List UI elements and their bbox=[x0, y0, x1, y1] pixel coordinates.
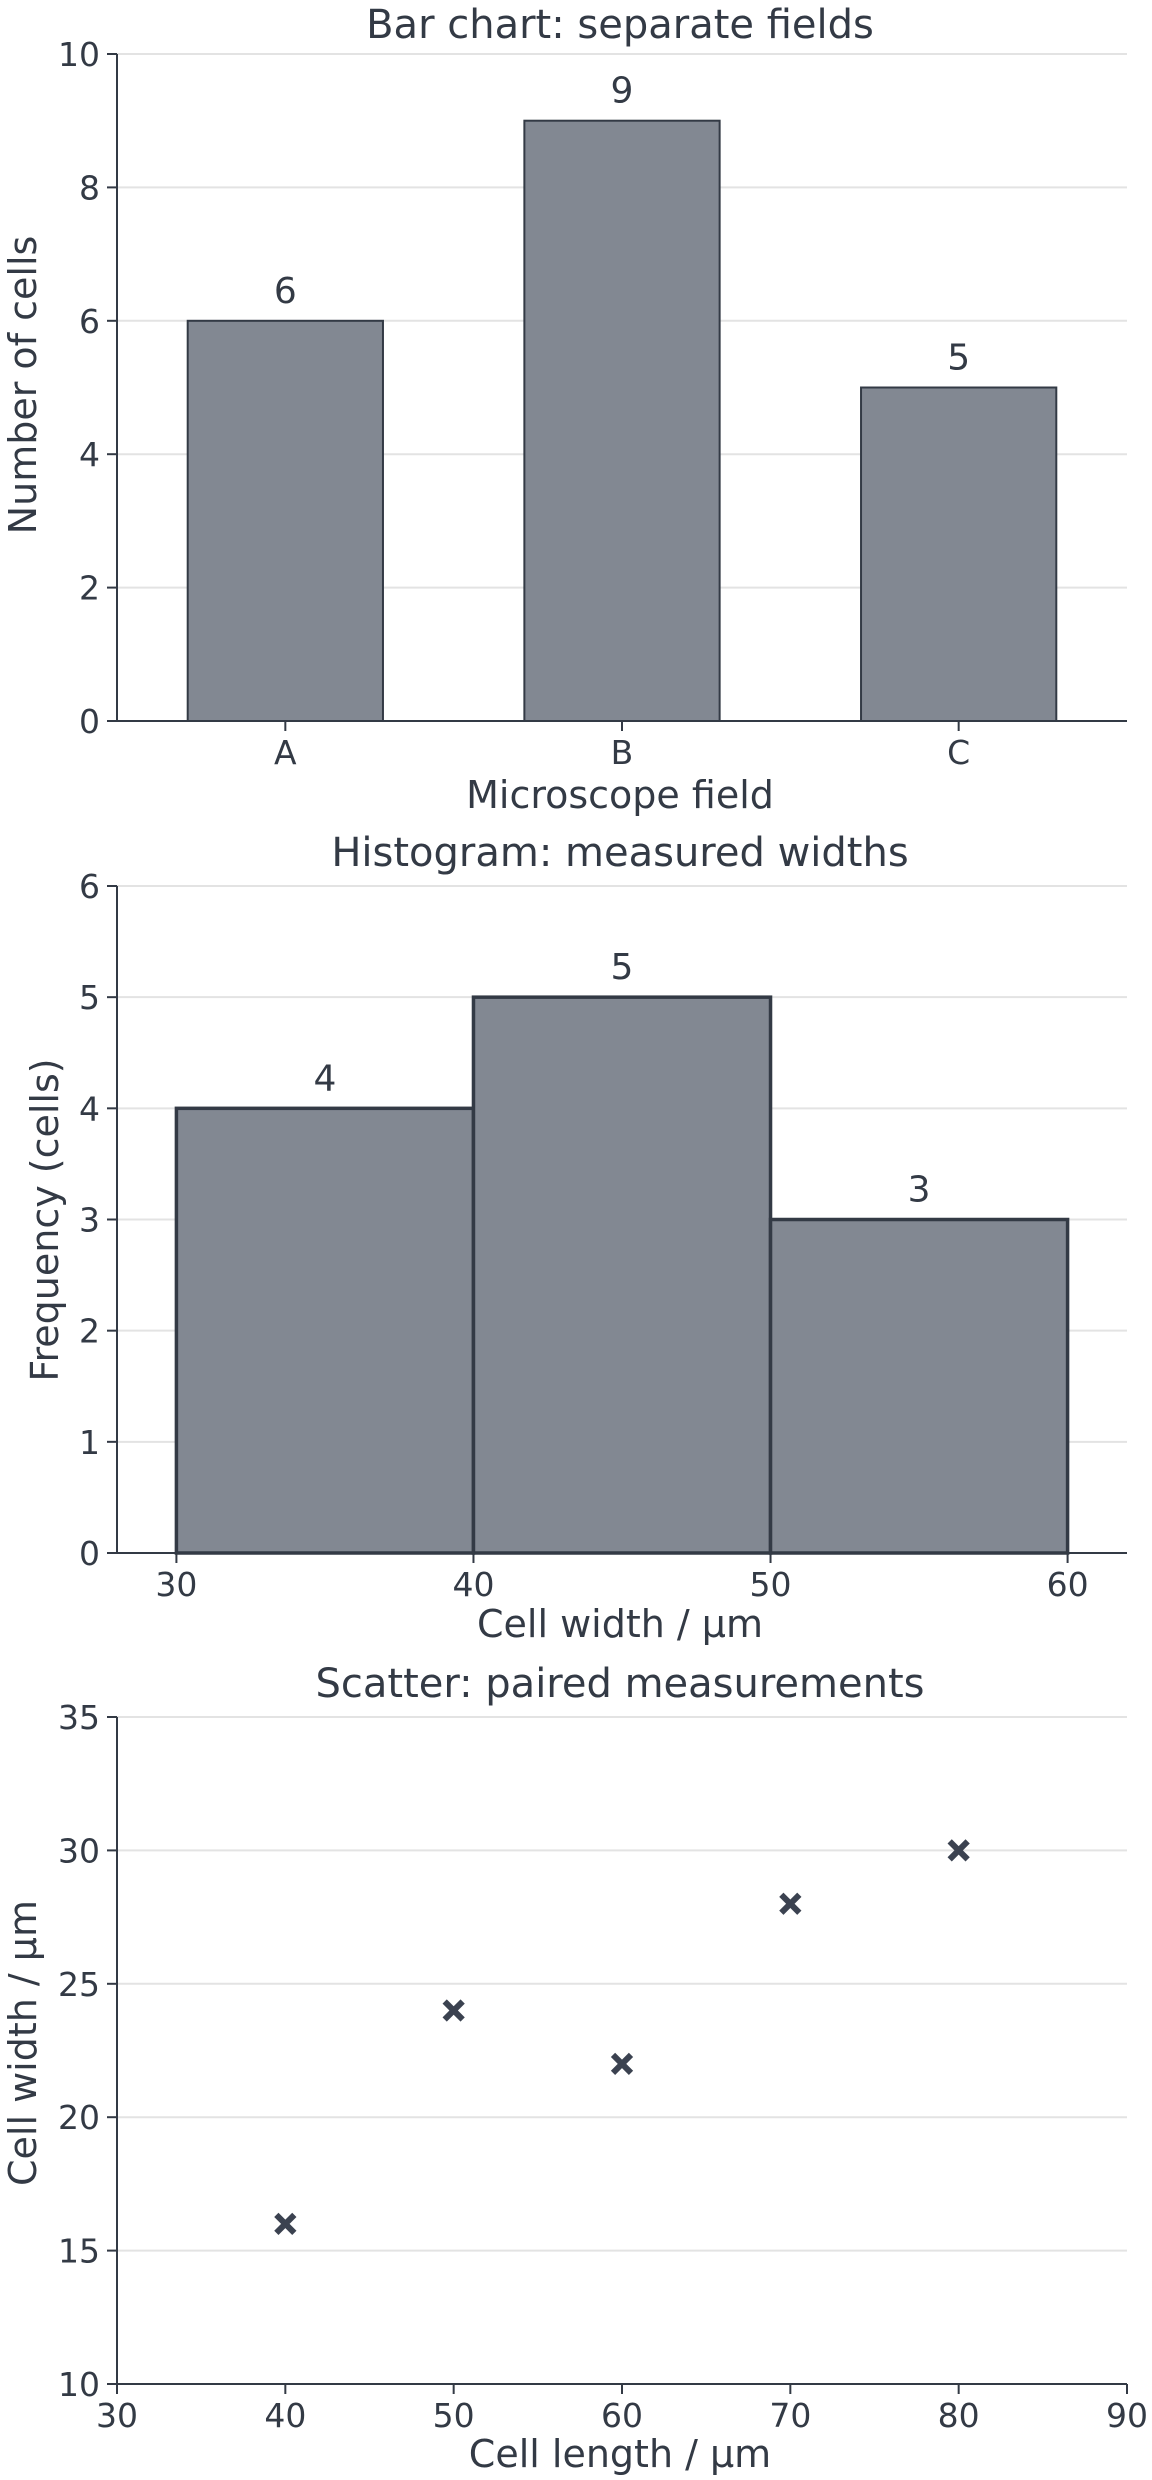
bar-A bbox=[186, 319, 384, 722]
scatter-point bbox=[779, 1892, 802, 1915]
histogram-panel: 0 1 2 3 4 5 6 30 40 50 60 4 5 3 Histogram: measured … bbox=[23, 830, 1127, 1646]
histogram-y-tick-label: 0 bbox=[79, 1534, 100, 1573]
scatter-y-tick-label: 30 bbox=[58, 1831, 100, 1870]
bar-chart-x-tick-label: B bbox=[611, 733, 634, 772]
scatter-x-tick-label: 50 bbox=[433, 2396, 475, 2435]
bar-chart-y-tick-label: 4 bbox=[79, 435, 100, 474]
bar-chart-x-axis-label: Microscope field bbox=[466, 773, 774, 817]
scatter-points bbox=[274, 1839, 970, 2236]
histogram-x-tick-label: 50 bbox=[750, 1565, 792, 1604]
scatter-x-tick-label: 90 bbox=[1106, 2396, 1148, 2435]
scatter-x-tick-label: 80 bbox=[938, 2396, 980, 2435]
bar-chart-y-tick-label: 6 bbox=[79, 302, 100, 341]
histogram-bin-40-50 bbox=[471, 995, 773, 1555]
scatter-y-axis-label: Cell width / µm bbox=[1, 1900, 45, 2186]
bar-B bbox=[523, 119, 721, 722]
scatter-x-tick-label: 40 bbox=[264, 2396, 306, 2435]
bar-chart-y-axis-label: Number of cells bbox=[1, 236, 45, 535]
histogram-bin-value-label: 4 bbox=[313, 1058, 336, 1099]
histogram-y-tick-label: 1 bbox=[79, 1423, 100, 1462]
histogram-y-tick-label: 5 bbox=[79, 978, 100, 1017]
histogram-data-labels: 4 5 3 bbox=[313, 947, 930, 1210]
histogram-title: Histogram: measured widths bbox=[331, 830, 908, 876]
histogram-y-axis-label: Frequency (cells) bbox=[23, 1058, 67, 1381]
scatter-ticks: 10 15 20 25 30 35 30 40 50 60 70 80 90 bbox=[58, 1698, 1148, 2435]
histogram-y-tick-label: 2 bbox=[79, 1312, 100, 1351]
histogram-bars bbox=[174, 995, 1070, 1555]
bar-B-value-label: 9 bbox=[611, 71, 634, 112]
bar-chart-bars bbox=[186, 119, 1058, 722]
histogram-x-axis-label: Cell width / µm bbox=[477, 1602, 763, 1646]
bar-chart-y-tick-label: 2 bbox=[79, 569, 100, 608]
scatter-x-axis-label: Cell length / µm bbox=[469, 2432, 771, 2476]
scatter-axes bbox=[116, 1717, 1127, 2385]
scatter-point bbox=[442, 1999, 465, 2022]
histogram-bin-30-40 bbox=[174, 1106, 476, 1555]
histogram-y-tick-label: 6 bbox=[79, 867, 100, 906]
histogram-x-tick-label: 60 bbox=[1047, 1565, 1089, 1604]
histogram-y-tick-label: 4 bbox=[79, 1089, 100, 1128]
scatter-title: Scatter: paired measurements bbox=[315, 1661, 924, 1707]
bar-chart-y-tick-label: 10 bbox=[58, 35, 100, 74]
scatter-y-tick-label: 25 bbox=[58, 1965, 100, 2004]
histogram-y-tick-label: 3 bbox=[79, 1201, 100, 1240]
bar-A-value-label: 6 bbox=[274, 271, 297, 312]
scatter-point bbox=[274, 2212, 297, 2236]
bar-chart-ticks: 0 2 4 6 8 10 A B C bbox=[58, 35, 970, 772]
bar-chart-x-tick-label: A bbox=[274, 733, 297, 772]
scatter-y-tick-label: 35 bbox=[58, 1698, 100, 1737]
bar-C-value-label: 5 bbox=[947, 338, 970, 379]
scatter-point bbox=[947, 1839, 970, 1862]
bar-chart-title: Bar chart: separate fields bbox=[366, 2, 874, 48]
histogram-x-tick-label: 30 bbox=[155, 1565, 197, 1604]
bar-chart-y-tick-label: 0 bbox=[79, 702, 100, 741]
histogram-bin-value-label: 3 bbox=[908, 1170, 931, 1211]
bar-chart-x-tick-label: C bbox=[947, 733, 970, 772]
bar-chart-y-tick-label: 8 bbox=[79, 168, 100, 207]
histogram-bin-50-60 bbox=[768, 1217, 1070, 1555]
histogram-ticks: 0 1 2 3 4 5 6 30 40 50 60 bbox=[79, 867, 1089, 1604]
histogram-x-tick-label: 40 bbox=[452, 1565, 494, 1604]
scatter-grid bbox=[117, 1716, 1127, 2385]
scatter-y-tick-label: 10 bbox=[58, 2365, 100, 2404]
bar-chart-data-labels: 6 9 5 bbox=[274, 71, 970, 379]
scatter-panel: 10 15 20 25 30 35 30 40 50 60 70 80 90 Scatter: pair… bbox=[1, 1661, 1148, 2476]
scatter-point bbox=[610, 2052, 634, 2075]
bar-C bbox=[860, 386, 1058, 722]
bar-chart-panel: 0 2 4 6 8 10 A B C 6 9 5 Bar chart: separate field… bbox=[1, 2, 1127, 817]
histogram-bin-value-label: 5 bbox=[611, 947, 634, 988]
scatter-x-tick-label: 30 bbox=[96, 2396, 138, 2435]
scatter-x-tick-label: 70 bbox=[769, 2396, 811, 2435]
scatter-x-tick-label: 60 bbox=[601, 2396, 643, 2435]
scatter-y-tick-label: 15 bbox=[58, 2232, 100, 2271]
scatter-y-tick-label: 20 bbox=[58, 2098, 100, 2137]
